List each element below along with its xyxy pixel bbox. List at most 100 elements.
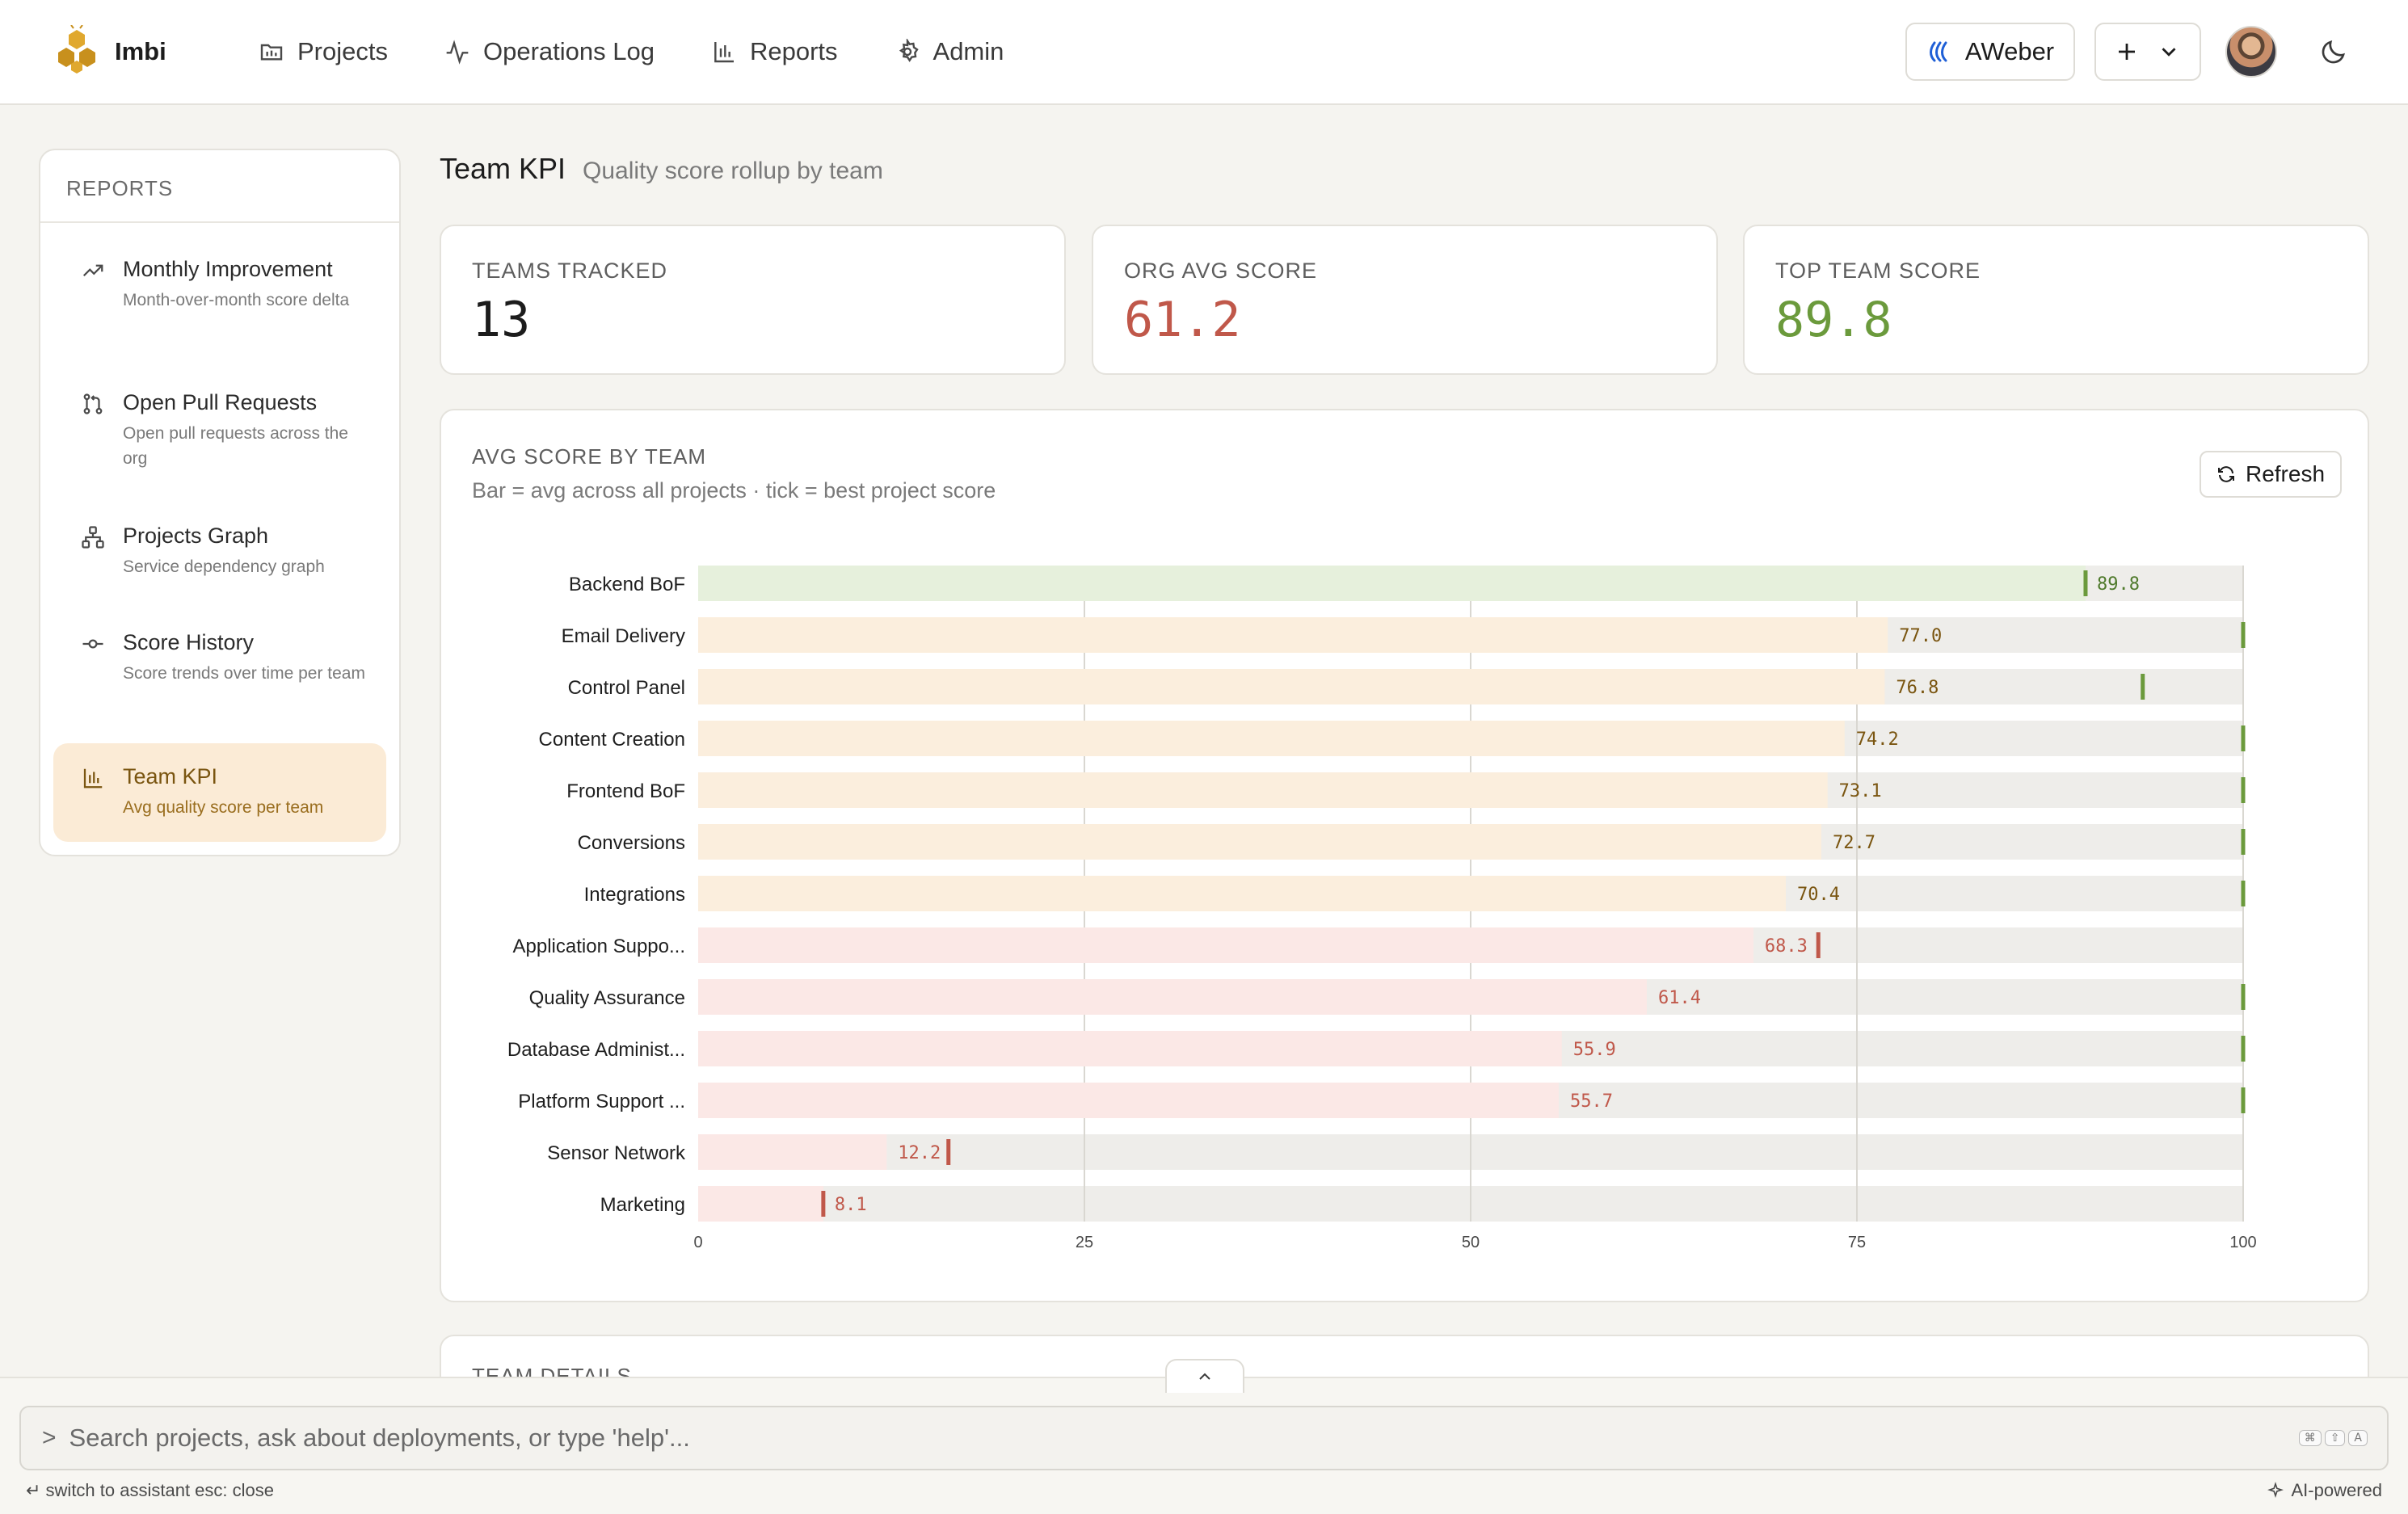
category-label: Marketing <box>600 1194 685 1216</box>
command-prompt: > <box>42 1424 57 1451</box>
shortcut-key: ⌘ <box>2298 1430 2322 1446</box>
x-tick-label: 50 <box>1462 1234 1480 1251</box>
category-label: Frontend BoF <box>566 780 685 802</box>
shortcut-key: A <box>2348 1430 2368 1446</box>
best-score-tick <box>2241 777 2246 803</box>
nav-admin[interactable]: Admin <box>895 37 1004 66</box>
nav-operations-log-label: Operations Log <box>482 37 655 65</box>
best-score-tick <box>2241 984 2246 1010</box>
category-label: Conversions <box>578 832 685 854</box>
value-label: 61.4 <box>1658 988 1701 1008</box>
sidebar-item-desc: Month-over-month score delta <box>123 291 350 309</box>
create-menu-button[interactable] <box>2094 23 2201 81</box>
network-icon <box>82 526 104 549</box>
aweber-logo-icon <box>1929 41 1947 62</box>
bar-chart-icon <box>83 768 103 789</box>
gear-icon <box>899 39 919 62</box>
kpi-card-teams-tracked: TEAMS TRACKED 13 <box>440 225 1066 375</box>
bar-chart-icon <box>714 42 734 63</box>
category-label: Email Delivery <box>562 625 685 647</box>
shortcut-key: ⇧ <box>2324 1430 2346 1446</box>
kpi-label: TEAMS TRACKED <box>472 259 668 283</box>
kpi-label: TOP TEAM SCORE <box>1775 259 1981 283</box>
x-tick-label: 100 <box>2229 1234 2256 1251</box>
bar <box>698 721 1845 756</box>
sidebar-item-desc: Open pull requests across the org <box>123 424 348 468</box>
bar <box>698 1031 1562 1066</box>
best-score-tick <box>2241 725 2246 751</box>
sidebar-item-monthly-improvement[interactable]: Monthly Improvement Month-over-month sco… <box>53 255 386 313</box>
sidebar-item-desc: Service dependency graph <box>123 557 325 576</box>
sidebar-item-team-kpi[interactable]: Team KPI Avg quality score per team <box>53 743 386 842</box>
sidebar-heading: REPORTS <box>40 150 399 223</box>
kpi-card-org-avg-score: ORG AVG SCORE 61.2 <box>1092 225 1718 375</box>
x-tick-label: 75 <box>1848 1234 1866 1251</box>
sidebar-item-title: Open Pull Requests <box>123 390 318 414</box>
best-score-tick <box>821 1191 826 1217</box>
moon-icon[interactable] <box>2319 37 2348 66</box>
user-avatar[interactable] <box>2225 26 2277 78</box>
sparkle-icon <box>2267 1482 2284 1499</box>
sidebar-item-projects-graph[interactable]: Projects Graph Service dependency graph <box>53 522 386 579</box>
best-score-tick <box>2241 1087 2246 1113</box>
shortcut-hint: ⌘ ⇧ A <box>2298 1430 2368 1446</box>
x-tick-label: 0 <box>693 1234 702 1251</box>
command-search-input[interactable] <box>69 1424 2251 1453</box>
value-label: 55.9 <box>1573 1040 1616 1060</box>
kpi-value: 61.2 <box>1124 292 1241 348</box>
sidebar-item-desc: Score trends over time per team <box>123 664 365 683</box>
main-nav: Projects Operations Log Reports Admin <box>259 24 1060 79</box>
best-score-tick <box>2241 829 2246 855</box>
value-label: 89.8 <box>2097 574 2140 595</box>
nav-admin-label: Admin <box>932 37 1004 65</box>
nav-operations-log[interactable]: Operations Log <box>444 37 655 66</box>
chart-title: AVG SCORE BY TEAM <box>472 444 707 469</box>
org-switcher-button[interactable]: AWeber <box>1905 23 2075 81</box>
bar <box>698 927 1753 963</box>
bar <box>698 566 2086 601</box>
ai-powered-label: AI-powered <box>2291 1480 2382 1500</box>
sidebar-item-open-pull-requests[interactable]: Open Pull Requests Open pull requests ac… <box>53 389 386 471</box>
top-navbar: Imbi Projects Operations Log Reports Adm… <box>0 0 2408 105</box>
value-label: 74.2 <box>1856 730 1899 750</box>
folder-icon <box>260 44 283 61</box>
sidebar-item-title: Team KPI <box>123 764 218 789</box>
value-label: 72.7 <box>1833 833 1875 853</box>
bar <box>698 772 1828 808</box>
chart-subtitle: Bar = avg across all projects · tick = b… <box>472 478 996 503</box>
plus-icon <box>2119 44 2135 60</box>
best-score-tick <box>2141 674 2145 700</box>
sidebar-item-score-history[interactable]: Score History Score trends over time per… <box>53 629 386 686</box>
reports-sidebar: REPORTS Monthly Improvement Month-over-m… <box>39 149 401 856</box>
nav-reports-label: Reports <box>749 37 838 65</box>
category-label: Application Suppo... <box>513 936 685 957</box>
category-label: Backend BoF <box>569 574 685 595</box>
best-score-tick <box>2241 881 2246 906</box>
brand-link[interactable]: Imbi <box>50 24 166 79</box>
value-label: 76.8 <box>1896 678 1939 698</box>
nav-projects[interactable]: Projects <box>259 37 388 66</box>
ai-powered-badge: AI-powered <box>2267 1480 2382 1501</box>
chevron-up-icon <box>1199 1373 1210 1380</box>
best-score-tick <box>2241 1036 2246 1062</box>
collapse-panel-toggle[interactable] <box>1165 1359 1244 1393</box>
bar <box>698 617 1888 653</box>
honeycomb-logo-icon <box>58 25 95 74</box>
commit-icon <box>82 639 103 649</box>
kpi-label: ORG AVG SCORE <box>1124 259 1318 283</box>
refresh-button[interactable]: Refresh <box>2200 451 2342 498</box>
git-pull-request-icon <box>83 393 103 414</box>
sidebar-item-title: Score History <box>123 630 255 654</box>
nav-reports[interactable]: Reports <box>711 37 838 66</box>
x-tick-label: 25 <box>1076 1234 1093 1251</box>
bar <box>698 876 1787 911</box>
sidebar-item-desc: Avg quality score per team <box>123 798 324 817</box>
bar <box>698 669 1885 704</box>
trending-up-icon <box>82 264 103 277</box>
value-label: 70.4 <box>1797 885 1840 905</box>
bar <box>698 1134 887 1170</box>
page-title: Team KPI <box>440 152 566 185</box>
bar <box>698 979 1647 1015</box>
best-score-tick <box>2241 622 2246 648</box>
activity-icon <box>446 40 469 65</box>
